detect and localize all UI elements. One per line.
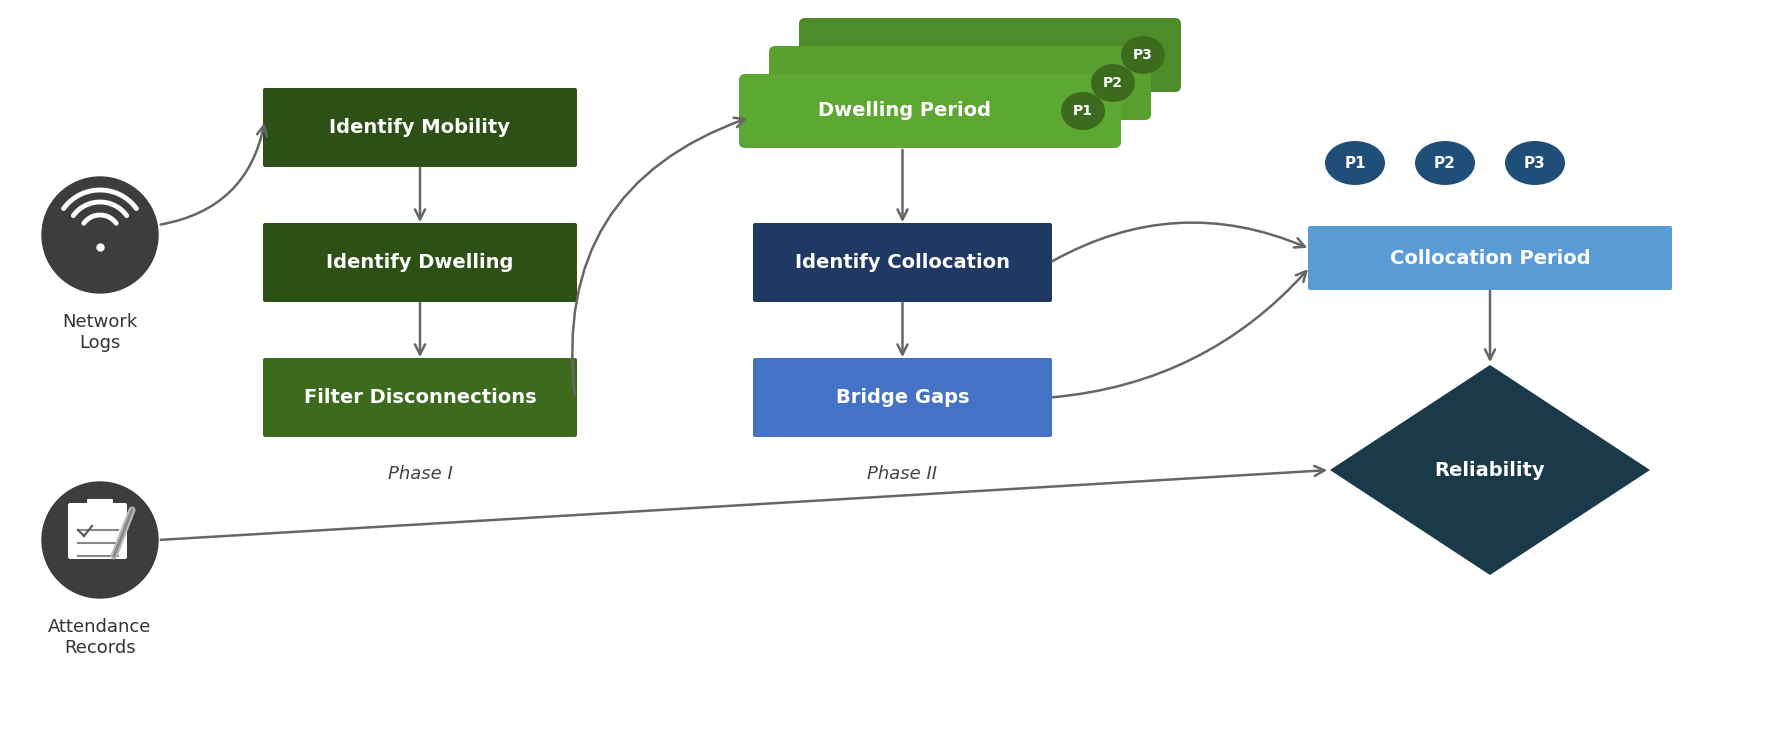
FancyBboxPatch shape bbox=[1307, 226, 1672, 290]
Text: Identify Dwelling: Identify Dwelling bbox=[326, 253, 514, 272]
Text: Identify Collocation: Identify Collocation bbox=[794, 253, 1009, 272]
Text: P3: P3 bbox=[1133, 48, 1152, 62]
Text: Dwelling Period: Dwelling Period bbox=[817, 101, 991, 121]
Ellipse shape bbox=[1504, 141, 1564, 185]
FancyBboxPatch shape bbox=[87, 499, 113, 513]
Text: Collocation Period: Collocation Period bbox=[1388, 248, 1589, 268]
Text: P1: P1 bbox=[1073, 104, 1092, 118]
FancyBboxPatch shape bbox=[262, 223, 576, 302]
FancyBboxPatch shape bbox=[67, 503, 128, 559]
Text: Phase II: Phase II bbox=[867, 465, 936, 483]
Text: Bridge Gaps: Bridge Gaps bbox=[835, 388, 968, 407]
FancyBboxPatch shape bbox=[798, 18, 1181, 92]
Text: Phase I: Phase I bbox=[388, 465, 452, 483]
FancyBboxPatch shape bbox=[752, 223, 1051, 302]
Polygon shape bbox=[1330, 365, 1649, 575]
Circle shape bbox=[43, 177, 158, 293]
Ellipse shape bbox=[1090, 64, 1135, 102]
Ellipse shape bbox=[1324, 141, 1385, 185]
Ellipse shape bbox=[1060, 92, 1105, 130]
Text: P2: P2 bbox=[1433, 155, 1456, 171]
Ellipse shape bbox=[1415, 141, 1473, 185]
FancyBboxPatch shape bbox=[768, 46, 1151, 120]
Text: P1: P1 bbox=[1344, 155, 1365, 171]
Ellipse shape bbox=[1121, 36, 1165, 74]
FancyBboxPatch shape bbox=[262, 358, 576, 437]
FancyBboxPatch shape bbox=[752, 358, 1051, 437]
Circle shape bbox=[43, 482, 158, 598]
Text: Filter Disconnections: Filter Disconnections bbox=[303, 388, 535, 407]
Text: Network
Logs: Network Logs bbox=[62, 313, 138, 352]
Text: Identify Mobility: Identify Mobility bbox=[330, 118, 511, 137]
Text: P2: P2 bbox=[1103, 76, 1122, 90]
FancyBboxPatch shape bbox=[739, 74, 1121, 148]
FancyBboxPatch shape bbox=[262, 88, 576, 167]
Text: P3: P3 bbox=[1523, 155, 1544, 171]
Text: Reliability: Reliability bbox=[1434, 460, 1544, 480]
Text: Attendance
Records: Attendance Records bbox=[48, 618, 152, 656]
